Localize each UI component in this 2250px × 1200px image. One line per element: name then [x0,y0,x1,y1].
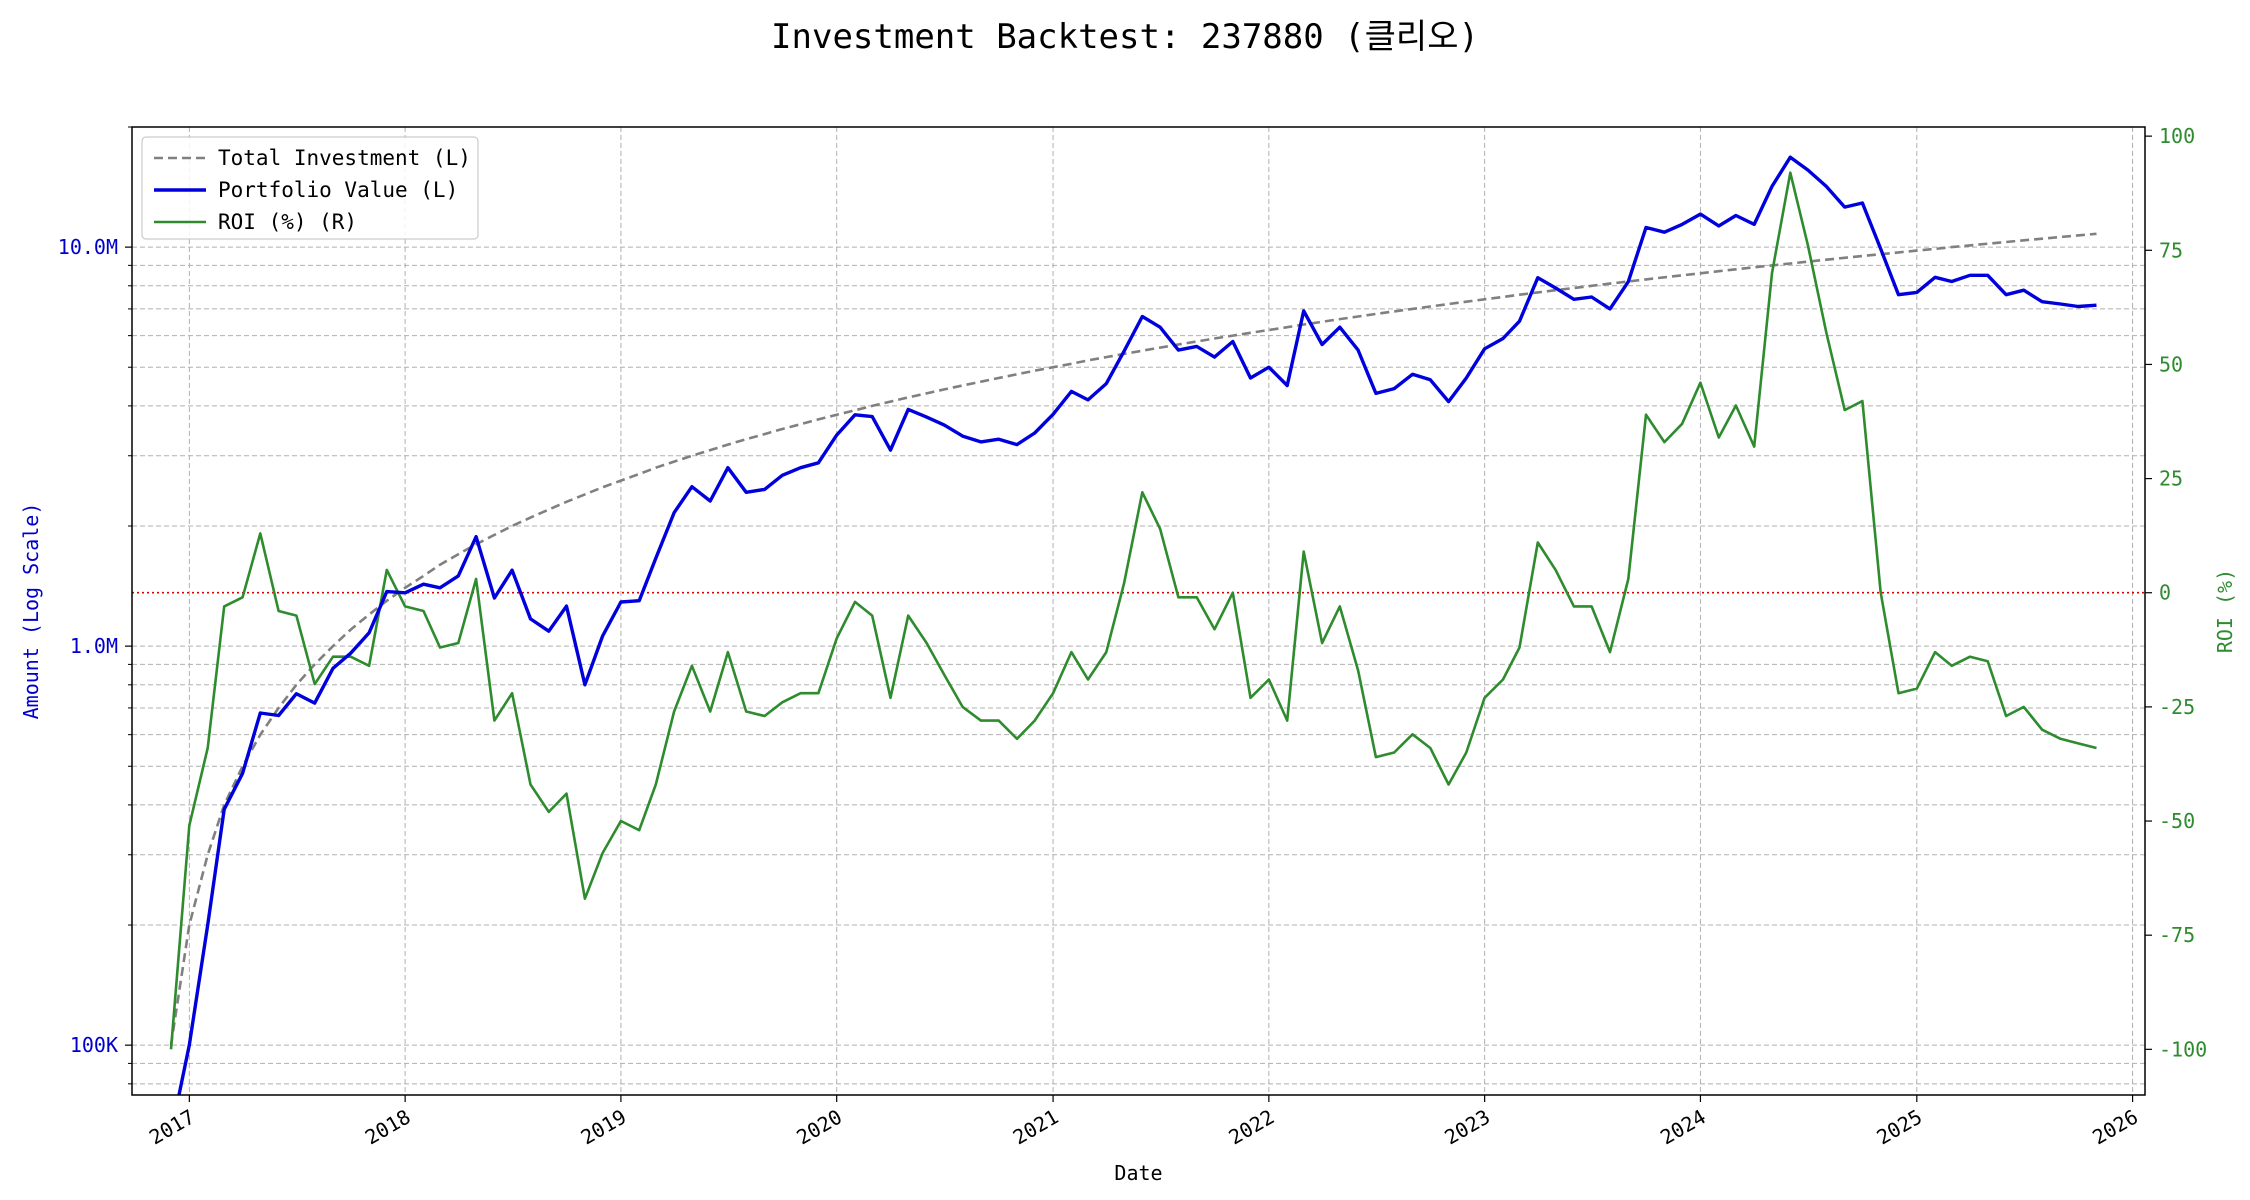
right-tick-label-0: 0 [2159,581,2171,605]
right-tick-label--75: -75 [2159,923,2195,947]
legend-label-roi: ROI (%) (R) [218,210,357,234]
right-tick-label-75: 75 [2159,238,2183,262]
x-axis-label: Date [1114,1161,1162,1185]
portfolio-value-line [177,155,2097,1095]
legend-label-portfolio-value: Portfolio Value (L) [218,178,458,202]
legend-box [141,136,479,240]
total-investment-line [169,232,2097,1046]
right-tick-label--50: -50 [2159,809,2195,833]
right-tick-label-25: 25 [2159,467,2183,491]
grid-lines [132,126,2145,1095]
left-tick-label-1.0M: 1.0M [70,634,118,658]
right-tick-label--25: -25 [2159,695,2195,719]
right-tick-label-100: 100 [2159,124,2195,148]
plot-frame [131,126,2146,1096]
right-tick-label-50: 50 [2159,352,2183,376]
series-layer [132,155,2145,1095]
chart-title: Investment Backtest: 237880 (클리오) [771,17,1479,57]
legend-label-total-investment: Total Investment (L) [218,146,471,170]
left-tick-label-100K: 100K [70,1033,118,1057]
left-axis-label: Amount (Log Scale) [19,503,43,720]
legend: Total Investment (L) Portfolio Value (L)… [141,136,479,240]
roi-line [169,171,2097,1050]
left-tick-label-10.0M: 10.0M [58,235,118,259]
right-axis-label: ROI (%) [2213,569,2237,653]
right-tick-label--100: -100 [2159,1037,2207,1061]
